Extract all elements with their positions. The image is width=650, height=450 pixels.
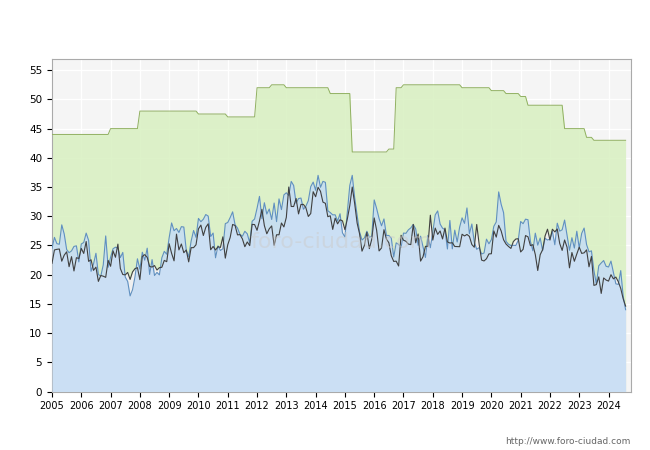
Text: http://www.foro-ciudad.com: http://www.foro-ciudad.com <box>505 436 630 446</box>
Text: Chamartín - Evolucion de la poblacion en edad de Trabajar Agosto de 2024: Chamartín - Evolucion de la poblacion en… <box>75 18 575 31</box>
Text: foro-ciudad.com: foro-ciudad.com <box>250 232 432 252</box>
